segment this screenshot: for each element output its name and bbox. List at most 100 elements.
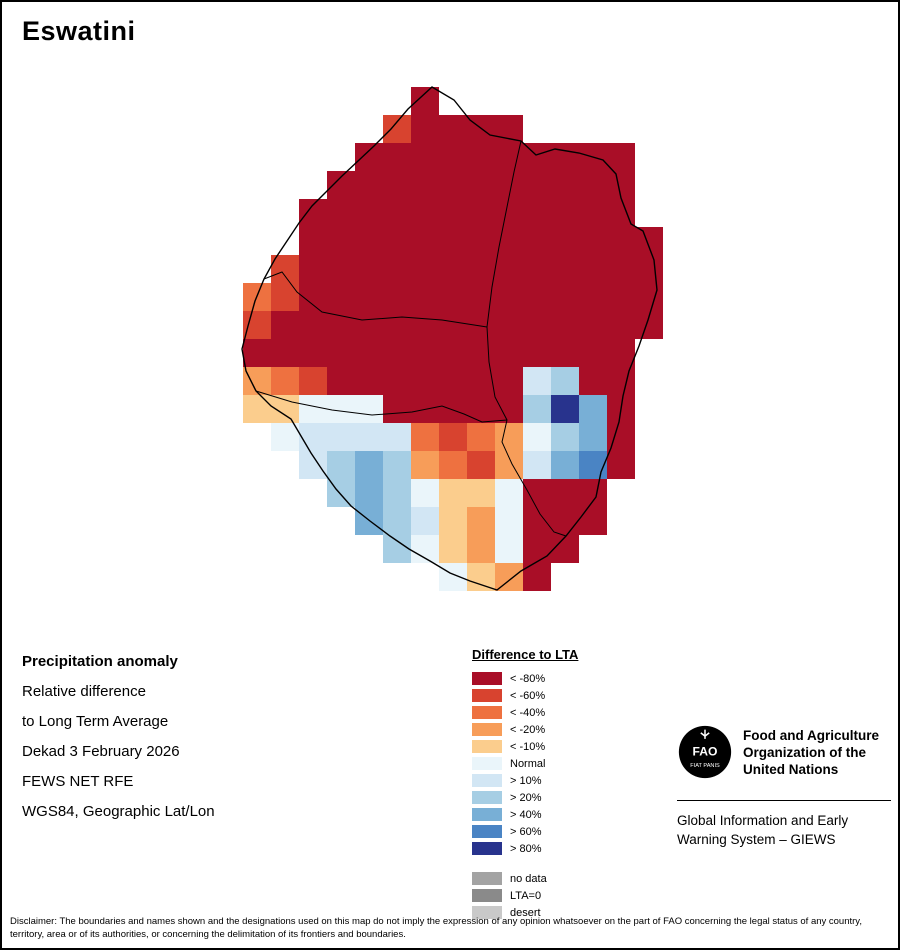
map-cell <box>551 451 579 479</box>
legend-swatch <box>472 723 502 736</box>
map-cell <box>327 227 355 255</box>
legend-item: > 40% <box>472 806 682 823</box>
map-cell <box>607 311 635 339</box>
legend-item: < -10% <box>472 738 682 755</box>
admin-boundary <box>486 140 522 328</box>
map-cell <box>523 367 551 395</box>
map-cell <box>579 479 607 507</box>
map-cell <box>439 367 467 395</box>
map-cell <box>607 143 635 171</box>
legend-label: desert <box>510 906 541 919</box>
map-cell <box>383 367 411 395</box>
map-cell <box>523 227 551 255</box>
legend-label: < -20% <box>510 723 546 736</box>
map-cell <box>439 255 467 283</box>
map-cell <box>411 115 439 143</box>
map-cell <box>551 143 579 171</box>
map-cell <box>383 143 411 171</box>
map-cell <box>467 171 495 199</box>
legend-swatch <box>472 740 502 753</box>
map-cell <box>551 367 579 395</box>
map-cell <box>383 311 411 339</box>
map-cell <box>551 339 579 367</box>
map-cell <box>299 423 327 451</box>
map-cell <box>495 227 523 255</box>
map-cell <box>579 199 607 227</box>
map-cell <box>495 171 523 199</box>
map-cell <box>299 227 327 255</box>
map-cell <box>467 227 495 255</box>
map-cell <box>439 395 467 423</box>
map-cell <box>523 535 551 563</box>
map-cell <box>579 507 607 535</box>
map-cell <box>355 199 383 227</box>
map-cell <box>439 115 467 143</box>
map-cell <box>299 339 327 367</box>
map-cell <box>579 423 607 451</box>
map-cell <box>523 507 551 535</box>
map-cell <box>355 171 383 199</box>
map-cell <box>411 87 439 115</box>
map-cell <box>467 199 495 227</box>
map-cell <box>467 255 495 283</box>
fao-header: FAO FIAT PANIS Food and Agriculture Organ… <box>677 724 891 780</box>
map-cell <box>467 451 495 479</box>
map-cell <box>495 283 523 311</box>
info-line: Dekad 3 February 2026 <box>22 743 180 760</box>
map-cell <box>523 311 551 339</box>
map-cell <box>383 115 411 143</box>
map-cell <box>551 255 579 283</box>
map-cell <box>383 199 411 227</box>
map-cell <box>467 479 495 507</box>
map-cell <box>551 199 579 227</box>
map-cell <box>355 479 383 507</box>
info-line: to Long Term Average <box>22 713 169 730</box>
fao-logo-motto: FIAT PANIS <box>690 763 720 769</box>
legend-item: > 80% <box>472 840 682 857</box>
map-cell <box>383 451 411 479</box>
map-cell <box>495 479 523 507</box>
map-cell <box>579 367 607 395</box>
map-cell <box>551 311 579 339</box>
legend-item: > 20% <box>472 789 682 806</box>
map-cell <box>467 423 495 451</box>
map-cell <box>551 283 579 311</box>
giews-name: Global Information and Early Warning Syst… <box>677 811 891 849</box>
map-cell <box>383 479 411 507</box>
map-cell <box>551 479 579 507</box>
map-cell <box>355 451 383 479</box>
eswatini-map <box>241 86 663 591</box>
map-cell <box>327 199 355 227</box>
legend-swatch <box>472 906 502 919</box>
map-cell <box>523 451 551 479</box>
map-cell <box>467 143 495 171</box>
fao-org-line: United Nations <box>743 762 839 777</box>
map-cell <box>495 255 523 283</box>
map-cell <box>327 423 355 451</box>
map-cell <box>495 367 523 395</box>
map-cell <box>355 423 383 451</box>
legend-label: < -10% <box>510 740 546 753</box>
legend: Difference to LTA < -80% < -60% < -40% < -2… <box>472 647 682 921</box>
map-cell <box>355 339 383 367</box>
info-line: Relative difference <box>22 683 146 700</box>
map-cell <box>607 283 635 311</box>
map-cell <box>355 311 383 339</box>
legend-swatch <box>472 672 502 685</box>
map-cell <box>243 395 271 423</box>
map-cell <box>271 423 299 451</box>
map-cell <box>439 479 467 507</box>
map-cell <box>635 227 663 255</box>
map-cell <box>607 227 635 255</box>
map-info-block: Precipitation anomaly Relative differenc… <box>22 647 215 827</box>
map-cell <box>439 507 467 535</box>
fao-logo-emblem <box>678 725 732 779</box>
fao-logo-icon: FAO FIAT PANIS <box>678 725 732 779</box>
info-title: Precipitation anomaly <box>22 653 178 670</box>
map-cell <box>439 423 467 451</box>
legend-swatch <box>472 842 502 855</box>
giews-line: Global Information and Early <box>677 813 849 828</box>
map-cell <box>411 199 439 227</box>
map-cell <box>299 367 327 395</box>
map-cell <box>495 535 523 563</box>
